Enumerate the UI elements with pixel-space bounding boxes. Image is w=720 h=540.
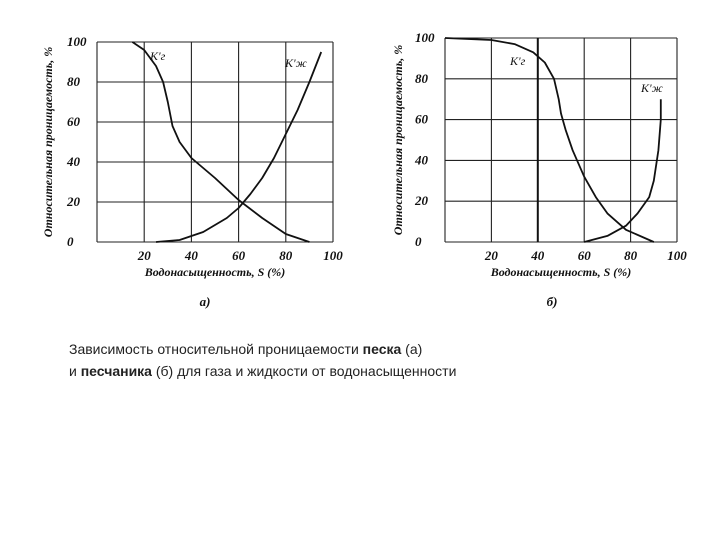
caption-bold-sandstone: песчаника (80, 363, 152, 379)
series-label-liquid: K'ж (284, 56, 307, 70)
y-tick-label: 20 (66, 194, 81, 209)
y-tick-label: 60 (67, 114, 81, 129)
y-tick-label: 0 (67, 234, 74, 249)
y-tick-label: 100 (67, 34, 87, 49)
series-label-liquid: K'ж (640, 81, 663, 95)
series-line-liquid (583, 99, 662, 243)
caption-text: (а) (401, 341, 423, 357)
x-tick-label: 100 (667, 248, 687, 263)
chart-panel-1: 0 20 40 60 80 100 20 40 60 80 100 Водонасыщенность,… (41, 34, 343, 309)
y-tick-label: 80 (67, 74, 81, 89)
series-label-gas: K'г (509, 54, 526, 68)
panel-label: б) (547, 294, 558, 309)
chart-panel-2: 0 20 40 60 80 100 20 40 60 80 100 Водонасыщенность,… (391, 30, 687, 309)
x-tick-label: 40 (530, 248, 545, 263)
caption-text: (б) для газа и жидкости от водонасыщенно… (151, 363, 457, 379)
x-tick-label: 60 (578, 248, 592, 263)
figure-caption: Зависимость относительной проницаемости … (69, 338, 456, 382)
x-tick-label: 20 (137, 248, 152, 263)
y-axis-label: Относительная проницаемость, % (41, 47, 55, 237)
y-tick-label: 40 (66, 154, 81, 169)
x-tick-label: 40 (184, 248, 199, 263)
series-line-gas (444, 37, 655, 243)
x-axis-label: Водонасыщенность, S (%) (144, 265, 286, 279)
y-tick-label: 60 (415, 112, 429, 127)
x-tick-label: 80 (279, 248, 293, 263)
y-tick-label: 80 (415, 71, 429, 86)
y-axis-label: Относительная проницаемость, % (391, 45, 405, 235)
caption-line-1: Зависимость относительной проницаемости … (69, 338, 456, 360)
caption-text: Зависимость относительной проницаемости (69, 341, 363, 357)
charts-figure: 0 20 40 60 80 100 20 40 60 80 100 Водонасыщенность,… (41, 30, 687, 309)
x-tick-label: 80 (624, 248, 638, 263)
y-tick-label: 100 (415, 30, 435, 45)
panel-label: а) (200, 294, 211, 309)
caption-bold-sand: песка (362, 341, 402, 357)
x-tick-label: 60 (232, 248, 246, 263)
caption-line-2: и песчаника (б) для газа и жидкости от в… (69, 360, 456, 382)
x-tick-label: 20 (484, 248, 499, 263)
y-tick-label: 20 (414, 193, 429, 208)
y-tick-label: 40 (414, 152, 429, 167)
series-line-liquid (155, 51, 323, 243)
caption-text: и (69, 363, 81, 379)
series-line-gas (131, 41, 310, 243)
series-label-gas: K'г (149, 49, 166, 63)
x-tick-label: 100 (323, 248, 343, 263)
y-tick-label: 0 (415, 234, 422, 249)
x-axis-label: Водонасыщенность, S (%) (490, 265, 632, 279)
